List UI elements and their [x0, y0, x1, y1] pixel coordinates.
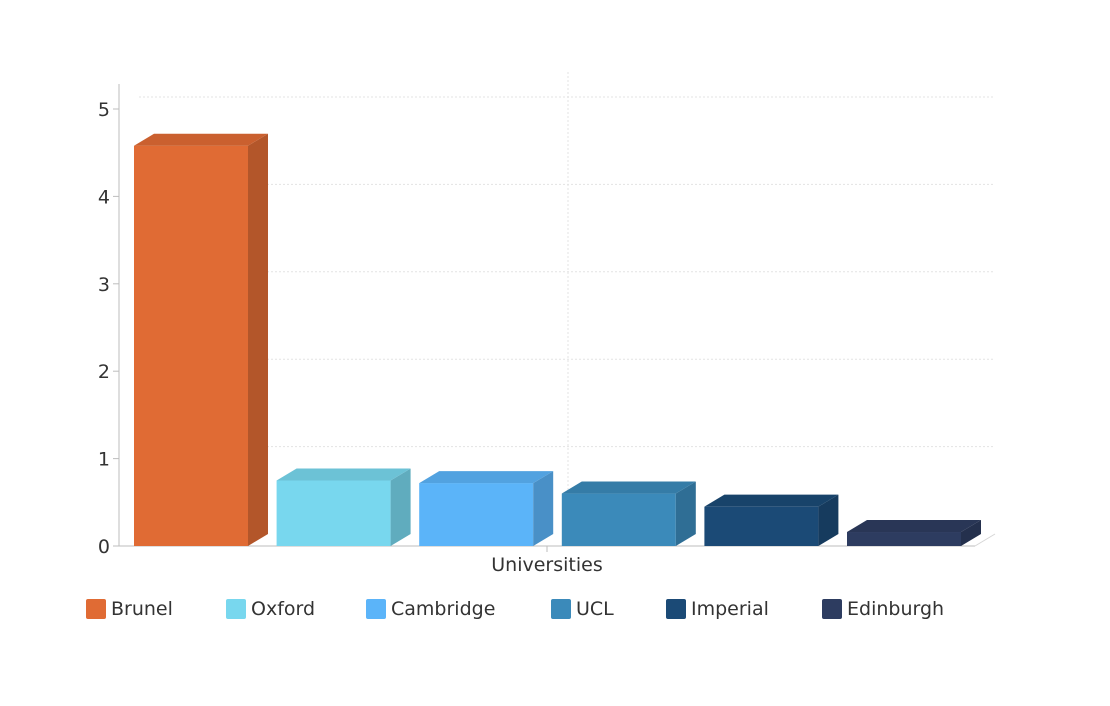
legend-label: Brunel	[111, 598, 173, 620]
y-tick-label: 0	[98, 536, 110, 558]
grid-lines	[139, 72, 995, 534]
bar-top	[561, 481, 696, 494]
bar-side	[818, 494, 839, 546]
legend-item-imperial[interactable]: Imperial	[666, 597, 769, 621]
legend-item-brunel[interactable]: Brunel	[86, 597, 173, 621]
bar-ucl[interactable]	[561, 481, 696, 546]
legend-swatch	[226, 599, 246, 619]
bar-front	[276, 480, 391, 546]
legend-swatch	[666, 599, 686, 619]
legend-label: Imperial	[691, 598, 769, 620]
bar-side	[675, 481, 696, 546]
bars	[134, 133, 981, 546]
bar-brunel[interactable]	[134, 133, 268, 546]
bar-front	[847, 532, 961, 546]
bar-front	[561, 493, 676, 546]
y-tick-label: 3	[98, 274, 110, 296]
x-axis-depth-line	[974, 533, 996, 547]
legend-item-oxford[interactable]: Oxford	[226, 597, 315, 621]
legend-item-edinburgh[interactable]: Edinburgh	[822, 597, 944, 621]
bar-edinburgh[interactable]	[847, 520, 981, 546]
legend-item-cambridge[interactable]: Cambridge	[366, 597, 495, 621]
bar-front	[134, 145, 248, 546]
y-tick-label: 2	[98, 361, 110, 383]
bar-cambridge[interactable]	[419, 471, 554, 546]
bar-top	[704, 494, 839, 507]
legend: Brunel Oxford Cambridge UCL Imperial Edinburg…	[86, 597, 986, 621]
y-tick-label: 1	[98, 449, 110, 471]
bar-top	[276, 468, 411, 481]
bar-side	[533, 471, 554, 546]
y-tick-label: 4	[98, 186, 110, 208]
bar-side	[961, 520, 981, 546]
bar-oxford[interactable]	[276, 468, 411, 546]
legend-item-ucl[interactable]: UCL	[551, 597, 614, 621]
legend-swatch	[86, 599, 106, 619]
axes	[118, 84, 996, 552]
legend-label: UCL	[576, 598, 614, 620]
bar-front	[419, 483, 534, 546]
x-axis-label: Universities	[491, 554, 602, 576]
bar-top	[847, 520, 981, 533]
legend-swatch	[551, 599, 571, 619]
y-axis-ticks: 0 1 2 3 4 5	[98, 99, 119, 558]
legend-label: Oxford	[251, 598, 316, 620]
bar-side	[390, 468, 411, 546]
bar-side	[248, 133, 268, 546]
legend-swatch	[366, 599, 386, 619]
bar-top	[134, 133, 268, 146]
bar-front	[704, 506, 819, 546]
legend-swatch	[822, 599, 842, 619]
legend-label: Cambridge	[391, 598, 496, 620]
bar-top	[419, 471, 554, 484]
bar-imperial[interactable]	[704, 494, 839, 546]
legend-label: Edinburgh	[847, 598, 945, 620]
y-tick-label: 5	[98, 99, 110, 121]
